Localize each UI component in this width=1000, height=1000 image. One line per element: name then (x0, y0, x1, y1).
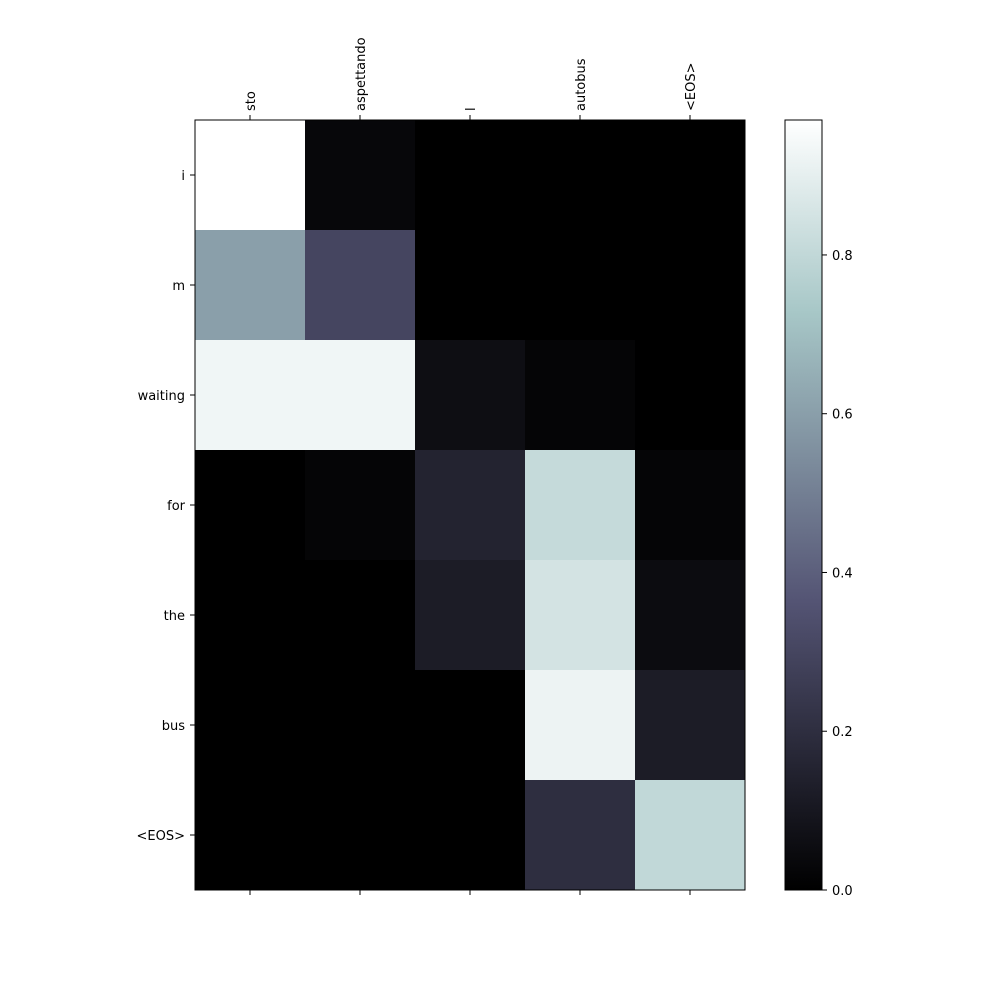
heatmap-cell (195, 560, 305, 670)
colorbar-tick-label: 0.0 (832, 884, 853, 899)
heatmap-cell (415, 450, 525, 560)
x-tick-label: <EOS> (684, 63, 699, 111)
heatmap-cell (525, 780, 635, 890)
heatmap-cell (415, 340, 525, 450)
heatmap-cell (305, 670, 415, 780)
heatmap-cell (195, 230, 305, 340)
heatmap-cell (525, 340, 635, 450)
y-tick-label: m (172, 279, 185, 294)
x-tick-label: l (464, 107, 479, 111)
heatmap-cell (635, 780, 745, 890)
heatmap-cell (195, 780, 305, 890)
colorbar-tick-label: 0.6 (832, 408, 853, 423)
heatmap-cell (415, 230, 525, 340)
heatmap-cell (305, 780, 415, 890)
y-axis-ticks: i m waiting for the bus <EOS> (137, 169, 195, 844)
heatmap-cell (305, 230, 415, 340)
colorbar (784, 119, 823, 891)
heatmap-cell (305, 450, 415, 560)
colorbar-tick-label: 0.8 (832, 249, 853, 264)
heatmap-cell (635, 450, 745, 560)
heatmap-cell (635, 120, 745, 230)
x-tick-label: sto (244, 91, 259, 111)
y-tick-label: <EOS> (137, 829, 185, 844)
heatmap-cell (305, 340, 415, 450)
colorbar-tick-label: 0.4 (832, 566, 853, 581)
heatmap-cell (195, 120, 305, 230)
heatmap-cell (635, 230, 745, 340)
heatmap-cell (305, 560, 415, 670)
heatmap-cell (415, 670, 525, 780)
heatmap-cell (195, 340, 305, 450)
heatmap-cell (635, 670, 745, 780)
y-tick-label: the (164, 609, 185, 624)
heatmap-cell (305, 120, 415, 230)
heatmap-cell (525, 230, 635, 340)
heatmap-cells (195, 120, 745, 890)
heatmap-cell (525, 120, 635, 230)
y-tick-label: bus (162, 719, 185, 734)
heatmap-cell (195, 450, 305, 560)
y-tick-label: for (167, 499, 186, 514)
x-tick-label: aspettando (354, 37, 369, 111)
heatmap-cell (415, 780, 525, 890)
heatmap-cell (635, 560, 745, 670)
heatmap-cell (635, 340, 745, 450)
y-tick-label: waiting (138, 389, 185, 404)
heatmap-cell (415, 120, 525, 230)
colorbar-ticks: 0.0 0.2 0.4 0.6 0.8 (822, 249, 853, 899)
heatmap-cell (525, 450, 635, 560)
y-tick-label: i (181, 169, 185, 184)
heatmap-cell (525, 670, 635, 780)
colorbar-tick-label: 0.2 (832, 725, 853, 740)
x-axis-ticks: sto aspettando l autobus <EOS> (244, 37, 699, 895)
heatmap-cell (195, 670, 305, 780)
heatmap-cell (525, 560, 635, 670)
x-tick-label: autobus (574, 58, 589, 111)
heatmap-cell (415, 560, 525, 670)
